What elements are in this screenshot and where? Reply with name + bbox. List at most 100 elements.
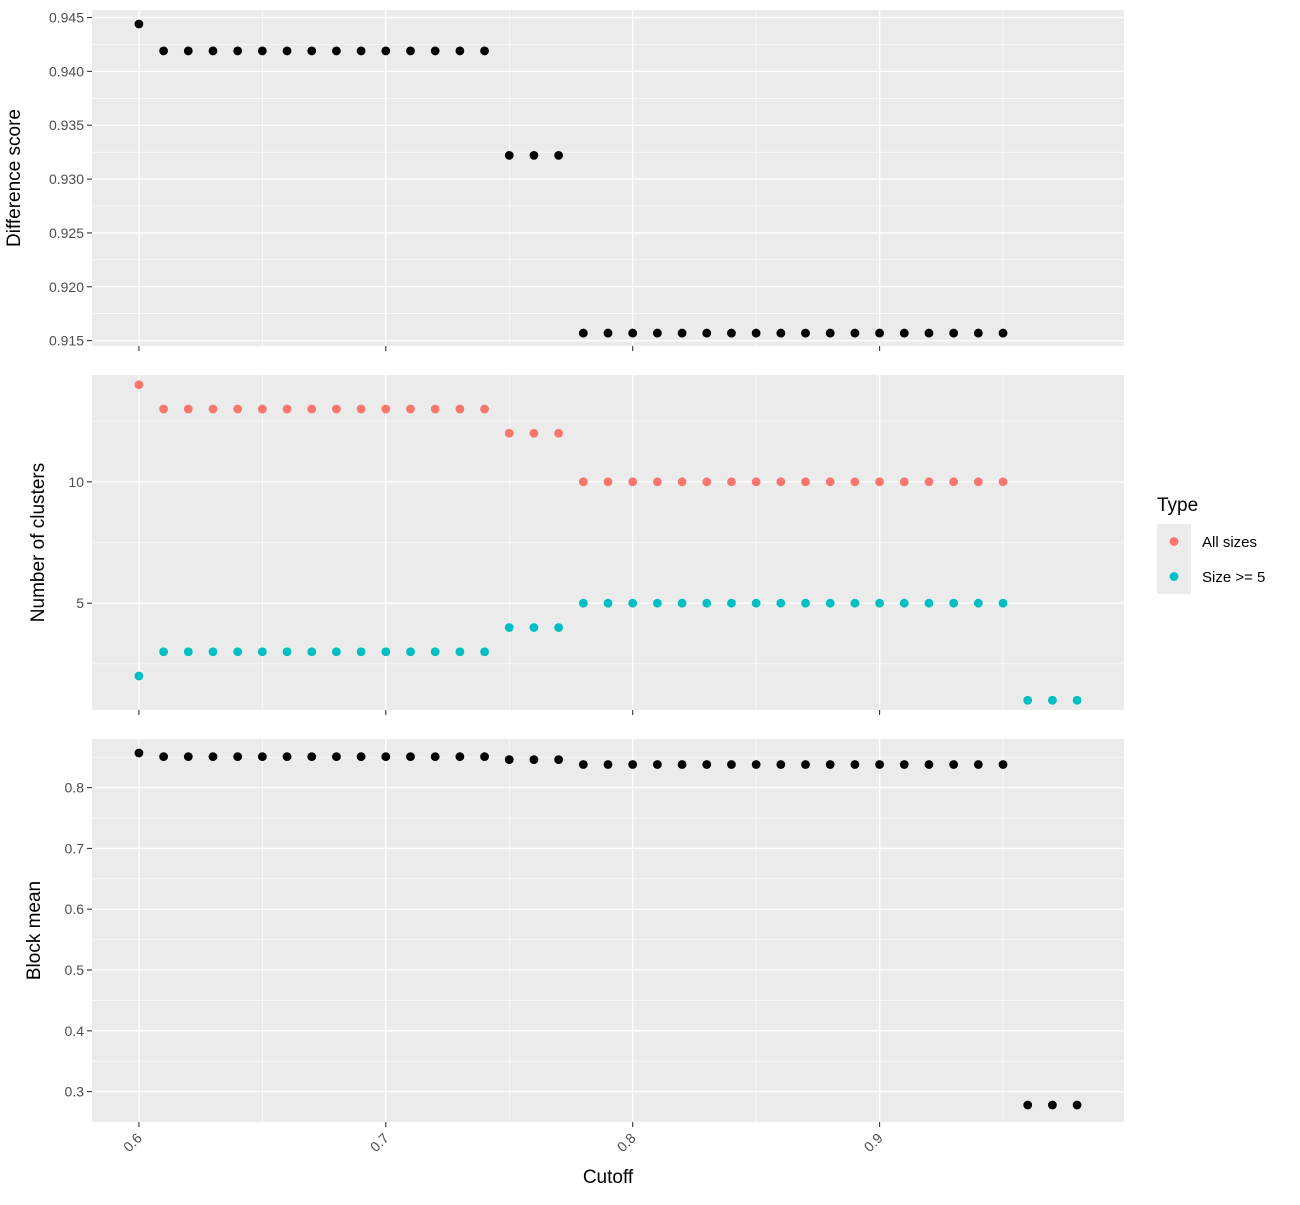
- data-point: [455, 46, 465, 56]
- data-point: [973, 760, 983, 769]
- data-point: [406, 404, 415, 414]
- data-point: [998, 598, 1008, 608]
- data-point: [751, 477, 761, 487]
- data-point: [332, 46, 341, 56]
- data-point: [307, 647, 317, 657]
- data-point: [134, 671, 144, 681]
- data-point: [875, 328, 884, 338]
- y-tick-label: 0.5: [65, 962, 85, 978]
- data-point: [776, 598, 786, 608]
- data-point: [924, 477, 934, 487]
- data-point: [480, 647, 489, 657]
- data-point: [628, 328, 638, 338]
- data-point: [257, 647, 267, 657]
- data-point: [702, 760, 712, 769]
- data-point: [159, 46, 168, 56]
- y-tick-label: 5: [76, 595, 84, 611]
- data-point: [899, 598, 909, 608]
- data-point: [998, 760, 1008, 769]
- data-point: [208, 752, 218, 762]
- data-point: [159, 752, 168, 762]
- data-point: [702, 328, 712, 338]
- x-tick-label: 0.8: [614, 1130, 639, 1155]
- y-axis-title: Difference score: [4, 109, 25, 247]
- data-point: [406, 647, 415, 657]
- data-point: [480, 752, 489, 762]
- y-tick-label: 0.920: [49, 279, 84, 295]
- y-tick-label: 0.940: [49, 63, 84, 79]
- data-point: [356, 752, 366, 762]
- data-point: [504, 623, 514, 632]
- data-point: [973, 328, 983, 338]
- data-point: [801, 328, 810, 338]
- data-point: [307, 46, 317, 56]
- y-tick-label: 0.6: [65, 901, 85, 917]
- data-point: [554, 755, 564, 765]
- data-point: [183, 46, 193, 56]
- data-point: [677, 598, 687, 608]
- data-point: [1023, 1100, 1033, 1110]
- data-point: [677, 328, 687, 338]
- data-point: [1048, 695, 1057, 705]
- data-point: [949, 598, 959, 608]
- data-point: [159, 404, 168, 414]
- data-point: [307, 404, 317, 414]
- data-point: [1072, 695, 1082, 705]
- data-point: [578, 760, 588, 769]
- data-point: [257, 46, 267, 56]
- panel-background: [92, 10, 1124, 346]
- data-point: [430, 404, 440, 414]
- y-tick-label: 0.915: [49, 333, 84, 349]
- data-point: [406, 46, 415, 56]
- data-point: [282, 404, 292, 414]
- x-axis-title: Cutoff: [583, 1167, 634, 1188]
- data-point: [183, 647, 193, 657]
- data-point: [356, 647, 366, 657]
- data-point: [727, 598, 736, 608]
- data-point: [159, 647, 168, 657]
- data-point: [282, 46, 292, 56]
- data-point: [1072, 1100, 1082, 1110]
- data-point: [381, 404, 391, 414]
- data-point: [998, 477, 1008, 487]
- data-point: [949, 328, 959, 338]
- y-tick-label: 0.925: [49, 225, 84, 241]
- y-tick-label: 0.7: [65, 840, 85, 856]
- legend-title: Type: [1157, 495, 1198, 516]
- data-point: [801, 598, 810, 608]
- data-point: [356, 404, 366, 414]
- data-point: [702, 598, 712, 608]
- data-point: [257, 752, 267, 762]
- data-point: [850, 328, 860, 338]
- legend-key-point: [1169, 572, 1179, 581]
- data-point: [949, 477, 959, 487]
- data-point: [455, 404, 465, 414]
- data-point: [751, 328, 761, 338]
- series-2: [134, 598, 1082, 705]
- data-point: [282, 647, 292, 657]
- y-tick-label: 0.4: [65, 1023, 85, 1039]
- data-point: [603, 477, 613, 487]
- data-point: [727, 328, 736, 338]
- data-point: [504, 755, 514, 765]
- data-point: [1048, 1100, 1057, 1110]
- data-point: [875, 760, 884, 769]
- data-point: [850, 477, 860, 487]
- series-1: [134, 19, 1008, 338]
- data-point: [381, 647, 391, 657]
- data-point: [652, 598, 662, 608]
- data-point: [776, 477, 786, 487]
- data-point: [924, 760, 934, 769]
- data-point: [529, 428, 539, 438]
- data-point: [702, 477, 712, 487]
- data-point: [1023, 695, 1033, 705]
- data-point: [430, 752, 440, 762]
- y-axis-title: Block mean: [24, 881, 45, 980]
- data-point: [801, 477, 810, 487]
- data-point: [406, 752, 415, 762]
- x-tick-label: 0.9: [861, 1130, 886, 1155]
- data-point: [480, 46, 489, 56]
- data-point: [652, 760, 662, 769]
- data-point: [529, 623, 539, 632]
